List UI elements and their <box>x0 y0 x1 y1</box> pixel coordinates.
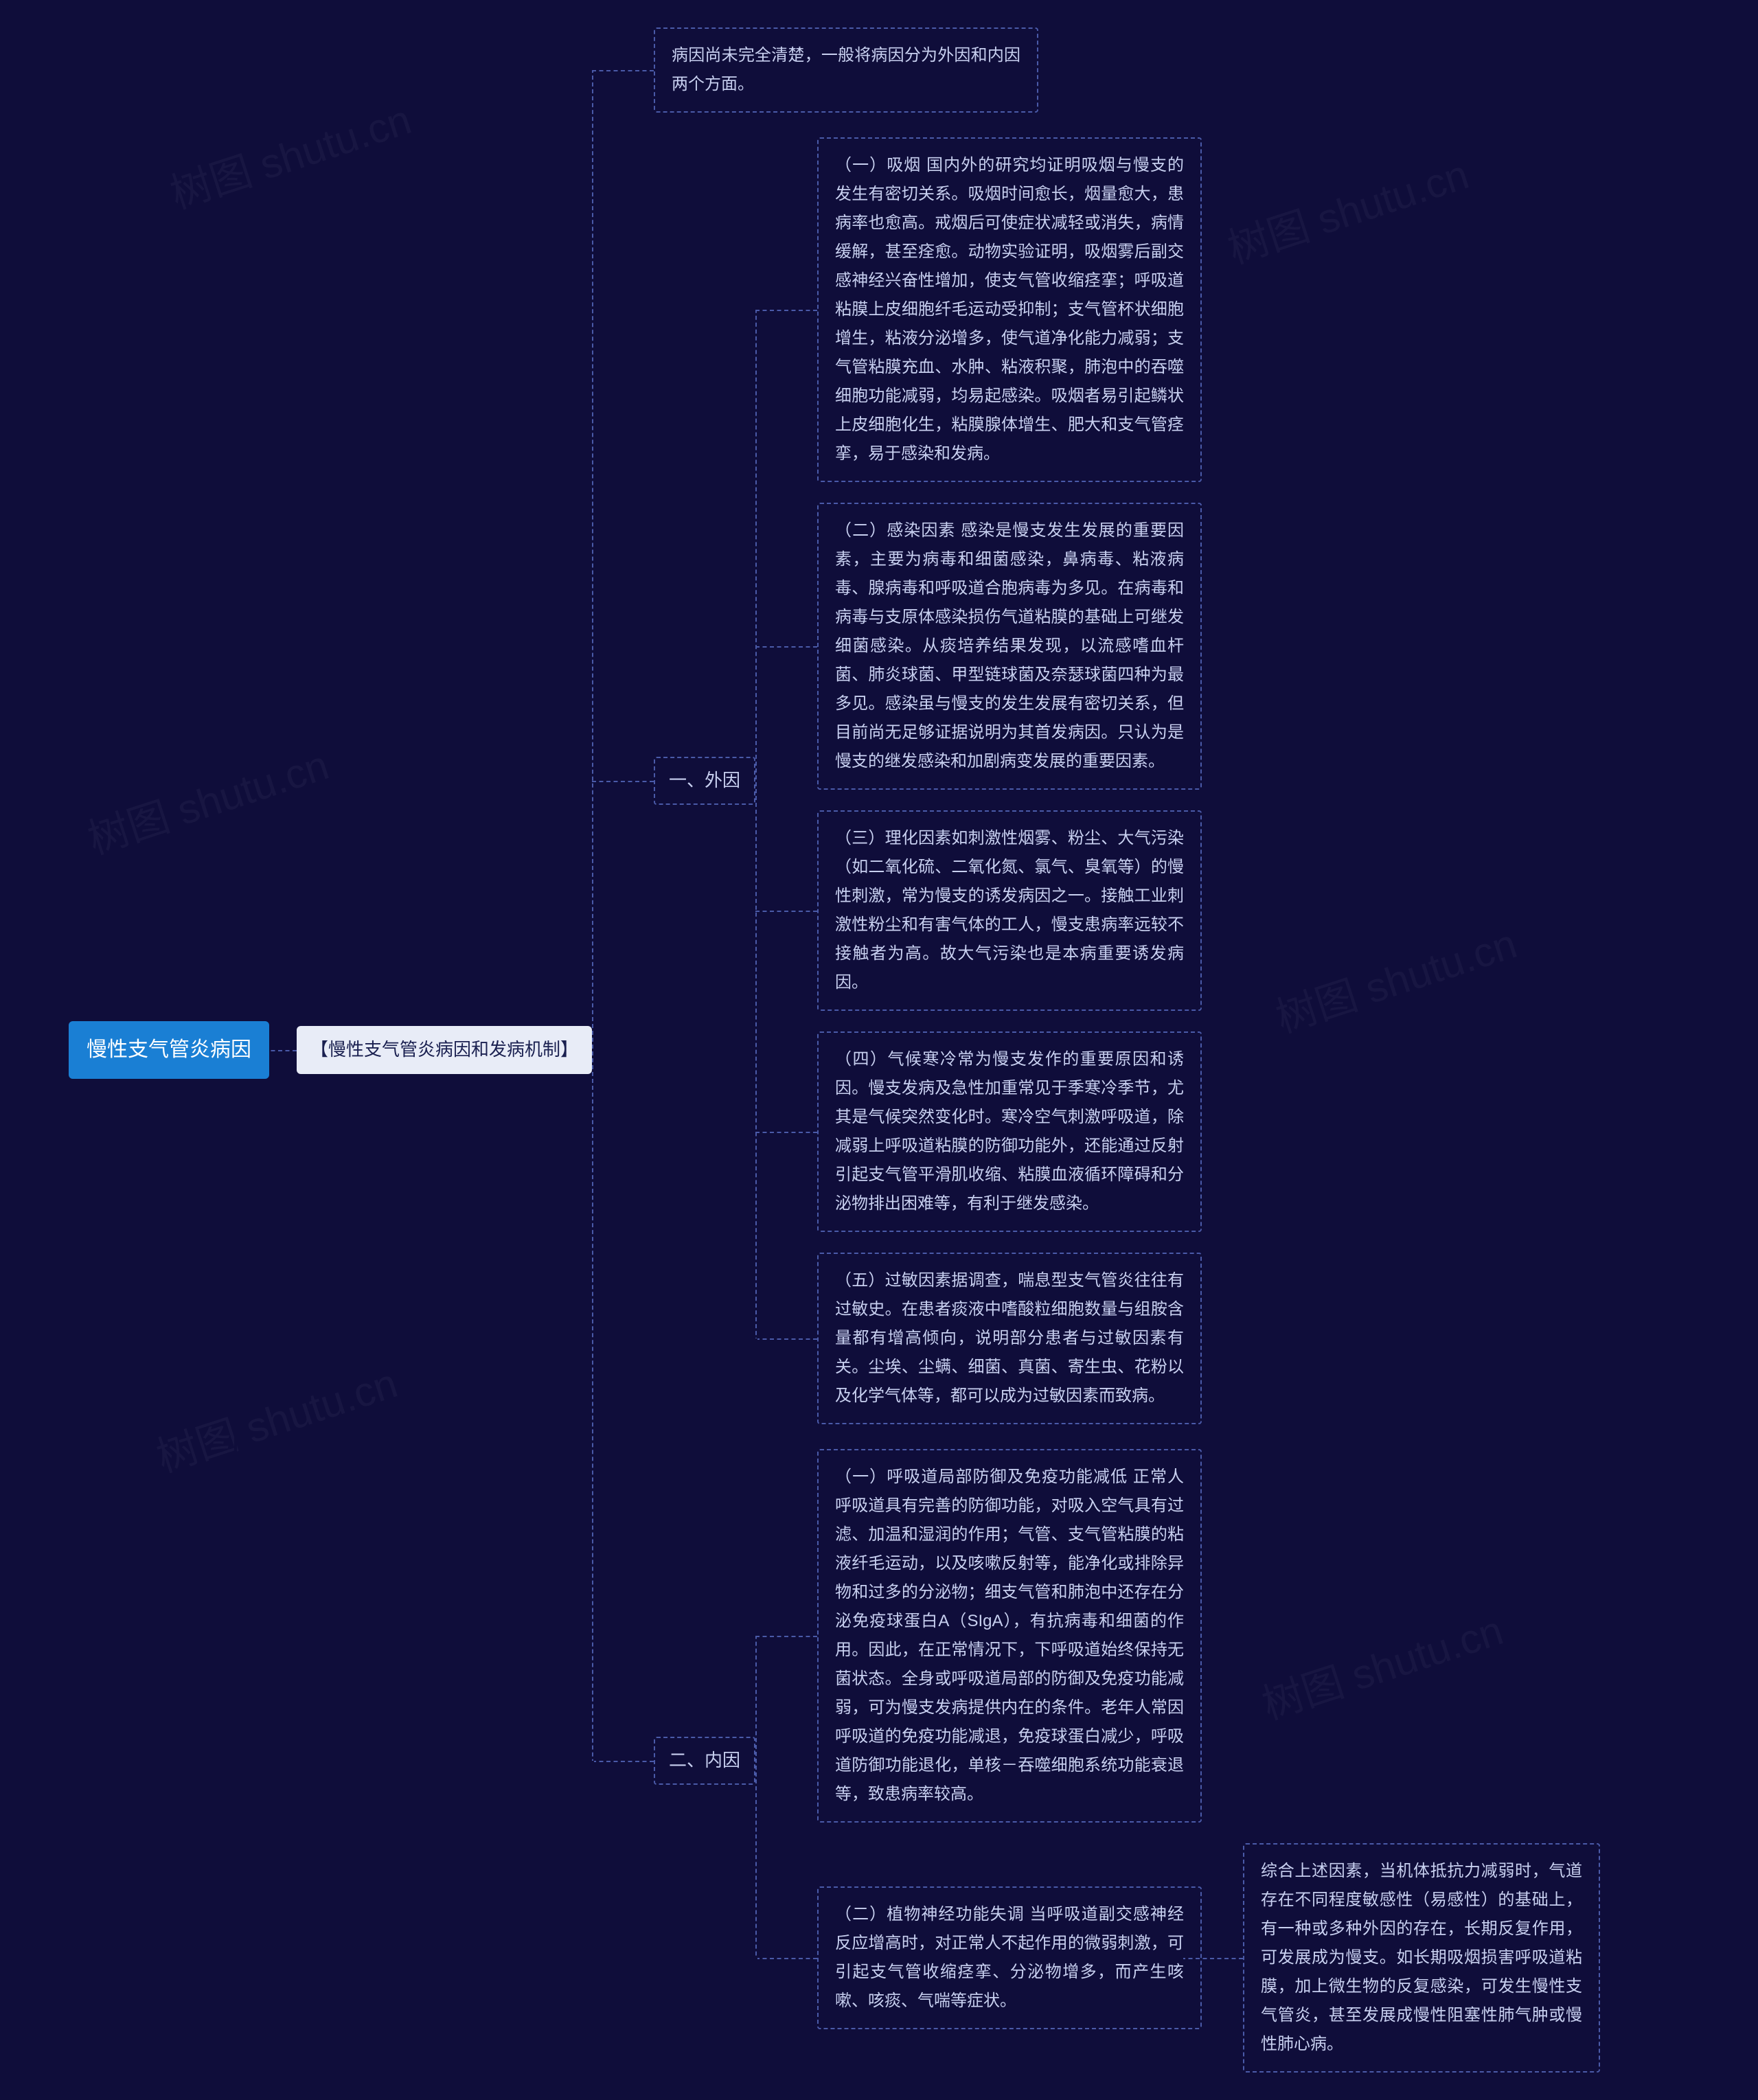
waiyin-heading: 一、外因 <box>654 757 755 805</box>
waiyin-text-2: （二）感染因素 感染是慢支发生发展的重要因素，主要为病毒和细菌感染，鼻病毒、粘液… <box>817 503 1202 790</box>
intro-node: 病因尚未完全清楚，一般将病因分为外因和内因两个方面。 <box>654 27 1600 113</box>
intro-text: 病因尚未完全清楚，一般将病因分为外因和内因两个方面。 <box>654 27 1038 113</box>
neiyin-text-2: （二）植物神经功能失调 当呼吸道副交感神经反应增高时，对正常人不起作用的微弱刺激… <box>817 1886 1202 2029</box>
neiyin-text-1: （一）呼吸道局部防御及免疫功能减低 正常人呼吸道具有完善的防御功能，对吸入空气具… <box>817 1449 1202 1823</box>
waiyin-item-4: （四）气候寒冷常为慢支发作的重要原因和诱因。慢支发病及急性加重常见于季寒冷季节，… <box>817 1031 1202 1232</box>
waiyin-text-1: （一）吸烟 国内外的研究均证明吸烟与慢支的发生有密切关系。吸烟时间愈长，烟量愈大… <box>817 137 1202 482</box>
subtitle-label: 【慢性支气管炎病因和发病机制】 <box>297 1026 592 1074</box>
neiyin-heading: 二、内因 <box>654 1737 755 1785</box>
neiyin-node: 二、内因 （一）呼吸道局部防御及免疫功能减低 正常人呼吸道具有完善的防御功能，对… <box>654 1449 1600 2073</box>
neiyin-item-1: （一）呼吸道局部防御及免疫功能减低 正常人呼吸道具有完善的防御功能，对吸入空气具… <box>817 1449 1600 1823</box>
waiyin-item-1: （一）吸烟 国内外的研究均证明吸烟与慢支的发生有密切关系。吸烟时间愈长，烟量愈大… <box>817 137 1202 482</box>
waiyin-text-3: （三）理化因素如刺激性烟雾、粉尘、大气污染（如二氧化硫、二氧化氮、氯气、臭氧等）… <box>817 810 1202 1011</box>
waiyin-item-3: （三）理化因素如刺激性烟雾、粉尘、大气污染（如二氧化硫、二氧化氮、氯气、臭氧等）… <box>817 810 1202 1011</box>
summary-text: 综合上述因素，当机体抵抗力减弱时，气道存在不同程度敏感性（易感性）的基础上，有一… <box>1243 1843 1600 2073</box>
waiyin-node: 一、外因 （一）吸烟 国内外的研究均证明吸烟与慢支的发生有密切关系。吸烟时间愈长… <box>654 137 1600 1424</box>
neiyin-item-2: （二）植物神经功能失调 当呼吸道副交感神经反应增高时，对正常人不起作用的微弱刺激… <box>817 1843 1600 2073</box>
root-label: 慢性支气管炎病因 <box>69 1021 269 1079</box>
waiyin-item-2: （二）感染因素 感染是慢支发生发展的重要因素，主要为病毒和细菌感染，鼻病毒、粘液… <box>817 503 1202 790</box>
waiyin-text-4: （四）气候寒冷常为慢支发作的重要原因和诱因。慢支发病及急性加重常见于季寒冷季节，… <box>817 1031 1202 1232</box>
level1-node: 【慢性支气管炎病因和发病机制】 病因尚未完全清楚，一般将病因分为外因和内因两个方… <box>297 27 1600 2073</box>
mindmap-root: 慢性支气管炎病因 【慢性支气管炎病因和发病机制】 病因尚未完全清楚，一般将病因分… <box>69 27 1731 2073</box>
waiyin-text-5: （五）过敏因素据调查，喘息型支气管炎往往有过敏史。在患者痰液中嗜酸粒细胞数量与组… <box>817 1253 1202 1424</box>
summary-node: 综合上述因素，当机体抵抗力减弱时，气道存在不同程度敏感性（易感性）的基础上，有一… <box>1243 1843 1600 2073</box>
waiyin-item-5: （五）过敏因素据调查，喘息型支气管炎往往有过敏史。在患者痰液中嗜酸粒细胞数量与组… <box>817 1253 1202 1424</box>
root-node: 慢性支气管炎病因 【慢性支气管炎病因和发病机制】 病因尚未完全清楚，一般将病因分… <box>69 27 1600 2073</box>
